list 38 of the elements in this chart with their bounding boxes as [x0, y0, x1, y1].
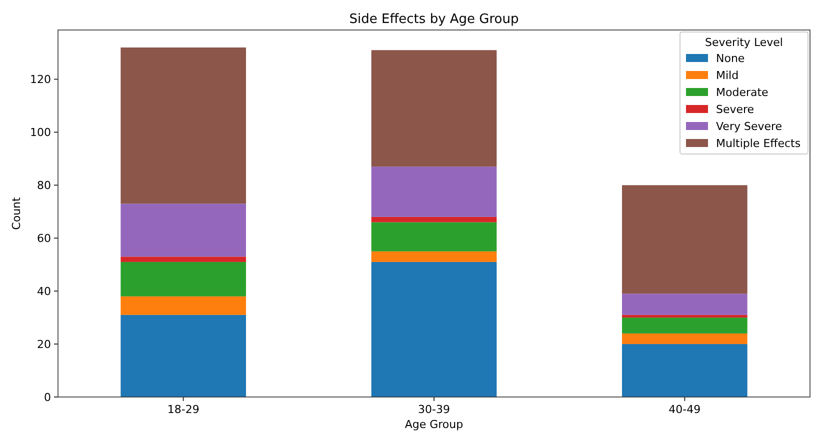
bar — [120, 296, 246, 315]
bar — [120, 47, 246, 204]
bar — [120, 256, 246, 262]
legend-label: Moderate — [716, 86, 769, 99]
bar — [622, 333, 748, 344]
bar — [120, 262, 246, 296]
bar — [371, 222, 497, 252]
bar — [371, 216, 497, 222]
legend-label: None — [716, 52, 745, 65]
bar — [371, 166, 497, 217]
legend-label: Very Severe — [716, 120, 782, 133]
y-tick-label: 120 — [30, 73, 51, 86]
y-tick-label: 60 — [37, 232, 51, 245]
legend-label: Severe — [716, 103, 754, 116]
bar — [622, 314, 748, 318]
bar — [120, 314, 246, 397]
bar — [371, 262, 497, 397]
legend-label: Multiple Effects — [716, 137, 801, 150]
bar — [622, 318, 748, 334]
y-tick-label: 0 — [44, 390, 51, 404]
x-tick-label: 30-39 — [418, 403, 450, 416]
x-tick-label: 18-29 — [167, 403, 200, 416]
chart-title: Side Effects by Age Group — [349, 12, 519, 27]
bar — [120, 204, 246, 257]
y-axis-title: Count — [10, 196, 23, 230]
bar — [622, 185, 748, 294]
y-tick-label: 80 — [37, 179, 51, 192]
x-axis-title: Age Group — [404, 418, 464, 431]
legend-label: Mild — [716, 69, 739, 82]
bar — [622, 294, 748, 315]
x-tick-label: 40-49 — [668, 403, 701, 416]
legend-title: Severity Level — [705, 36, 783, 49]
y-tick-label: 100 — [30, 126, 51, 140]
bar — [622, 344, 748, 397]
bar — [371, 251, 497, 262]
bar — [371, 50, 497, 167]
y-tick-label: 20 — [37, 338, 51, 351]
y-tick-label: 40 — [37, 284, 51, 298]
